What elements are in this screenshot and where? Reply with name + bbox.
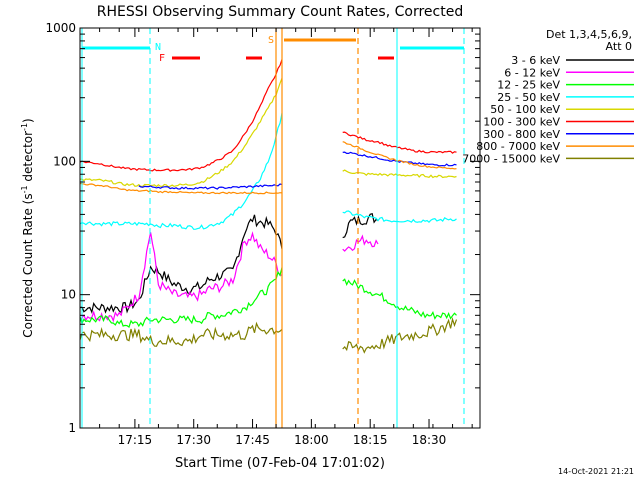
series-100-300-kev: [79, 59, 457, 172]
y-label-part-1: Corrected Count Rate (s: [21, 193, 35, 337]
series-7000-15000-kev: [79, 317, 458, 354]
series-100-300-kev-line-b: [342, 131, 457, 154]
y-label-sup-1: -1: [20, 185, 29, 193]
series-3-6-kev: [79, 212, 379, 315]
plot-frame: [79, 27, 481, 429]
series-3-6-kev-line-a: [79, 214, 283, 315]
x-tick-label: 18:15: [353, 433, 388, 447]
legend-header-line-1: Det 1,3,4,5,6,9,: [546, 28, 632, 41]
series-12-25-kev-line-a: [79, 267, 283, 328]
series-300-800-kev: [138, 151, 457, 190]
y-axis-label: Corrected Count Rate (s-1 detector-1): [20, 118, 35, 337]
series-50-100-kev: [80, 77, 457, 188]
y-tick-label: 1: [68, 421, 76, 435]
series-12-25-kev-legend-label: 12 - 25 keV: [497, 79, 560, 92]
series-800-7000-kev: [79, 141, 457, 195]
y-label-sup-2: -1: [20, 123, 29, 131]
legend-header-line-2: Att 0: [606, 40, 632, 53]
y-tick-label: 100: [53, 154, 76, 168]
annotation-n: N: [155, 42, 161, 53]
series-25-50-kev-legend-label: 25 - 50 keV: [497, 91, 560, 104]
x-tick-label: 17:30: [176, 433, 211, 447]
series-12-25-kev-line-b: [342, 278, 457, 320]
y-tick-label: 1000: [45, 21, 76, 35]
series-300-800-kev-line-b: [342, 151, 457, 167]
series-50-100-kev-line-a: [80, 77, 283, 188]
plot-area: NF S: [79, 28, 465, 428]
series-6-12-kev-line-a: [79, 231, 283, 323]
series-50-100-kev-line-b: [342, 169, 457, 179]
series-100-300-kev-line-a: [79, 59, 283, 172]
series-25-50-kev-line-a: [79, 112, 283, 230]
y-tick-label: 10: [61, 288, 76, 302]
x-tick-label: 18:00: [294, 433, 329, 447]
series-25-50-kev-line-b: [342, 210, 457, 224]
series-100-300-kev-legend-label: 100 - 300 keV: [483, 116, 560, 129]
flag-markers: NF S: [81, 28, 465, 428]
series-3-6-kev-line-b: [342, 212, 379, 239]
series-25-50-kev: [79, 112, 457, 230]
series-6-12-kev-line-b: [342, 234, 379, 252]
x-tick-label: 17:45: [235, 433, 270, 447]
series-6-12-kev-legend-label: 6 - 12 keV: [504, 66, 560, 79]
series-800-7000-kev-line-b: [342, 141, 457, 170]
series-7000-15000-kev-line-a: [79, 321, 283, 347]
x-axis-label: Start Time (07-Feb-04 17:01:02): [175, 456, 385, 471]
y-label-part-2: detector: [21, 131, 35, 186]
timestamp: 14-Oct-2021 21:21: [558, 467, 634, 476]
chart-title: RHESSI Observing Summary Count Rates, Co…: [97, 4, 463, 20]
x-tick-label: 18:30: [412, 433, 447, 447]
series-300-800-kev-line-a: [138, 183, 283, 190]
series-300-800-kev-legend-label: 300 - 800 keV: [483, 128, 560, 141]
series-7000-15000-kev-line-b: [342, 317, 458, 354]
annotation-f: F: [159, 53, 165, 64]
y-label-part-3: ): [21, 118, 35, 123]
axes: 1 10 100 1000 17:15 17:30 17:45 18:00 18:15 18:30: [45, 21, 481, 447]
series-50-100-kev-legend-label: 50 - 100 keV: [490, 103, 560, 116]
series-12-25-kev: [79, 267, 457, 328]
series-6-12-kev: [79, 231, 379, 323]
series-800-7000-kev-legend-label: 800 - 7000 keV: [476, 140, 560, 153]
series-800-7000-kev-line-a: [79, 182, 283, 195]
series-7000-15000-kev-legend-label: 7000 - 15000 keV: [462, 152, 560, 165]
x-tick-label: 17:15: [118, 433, 153, 447]
annotation-s: S: [268, 35, 274, 46]
series-3-6-kev-legend-label: 3 - 6 keV: [511, 54, 560, 67]
